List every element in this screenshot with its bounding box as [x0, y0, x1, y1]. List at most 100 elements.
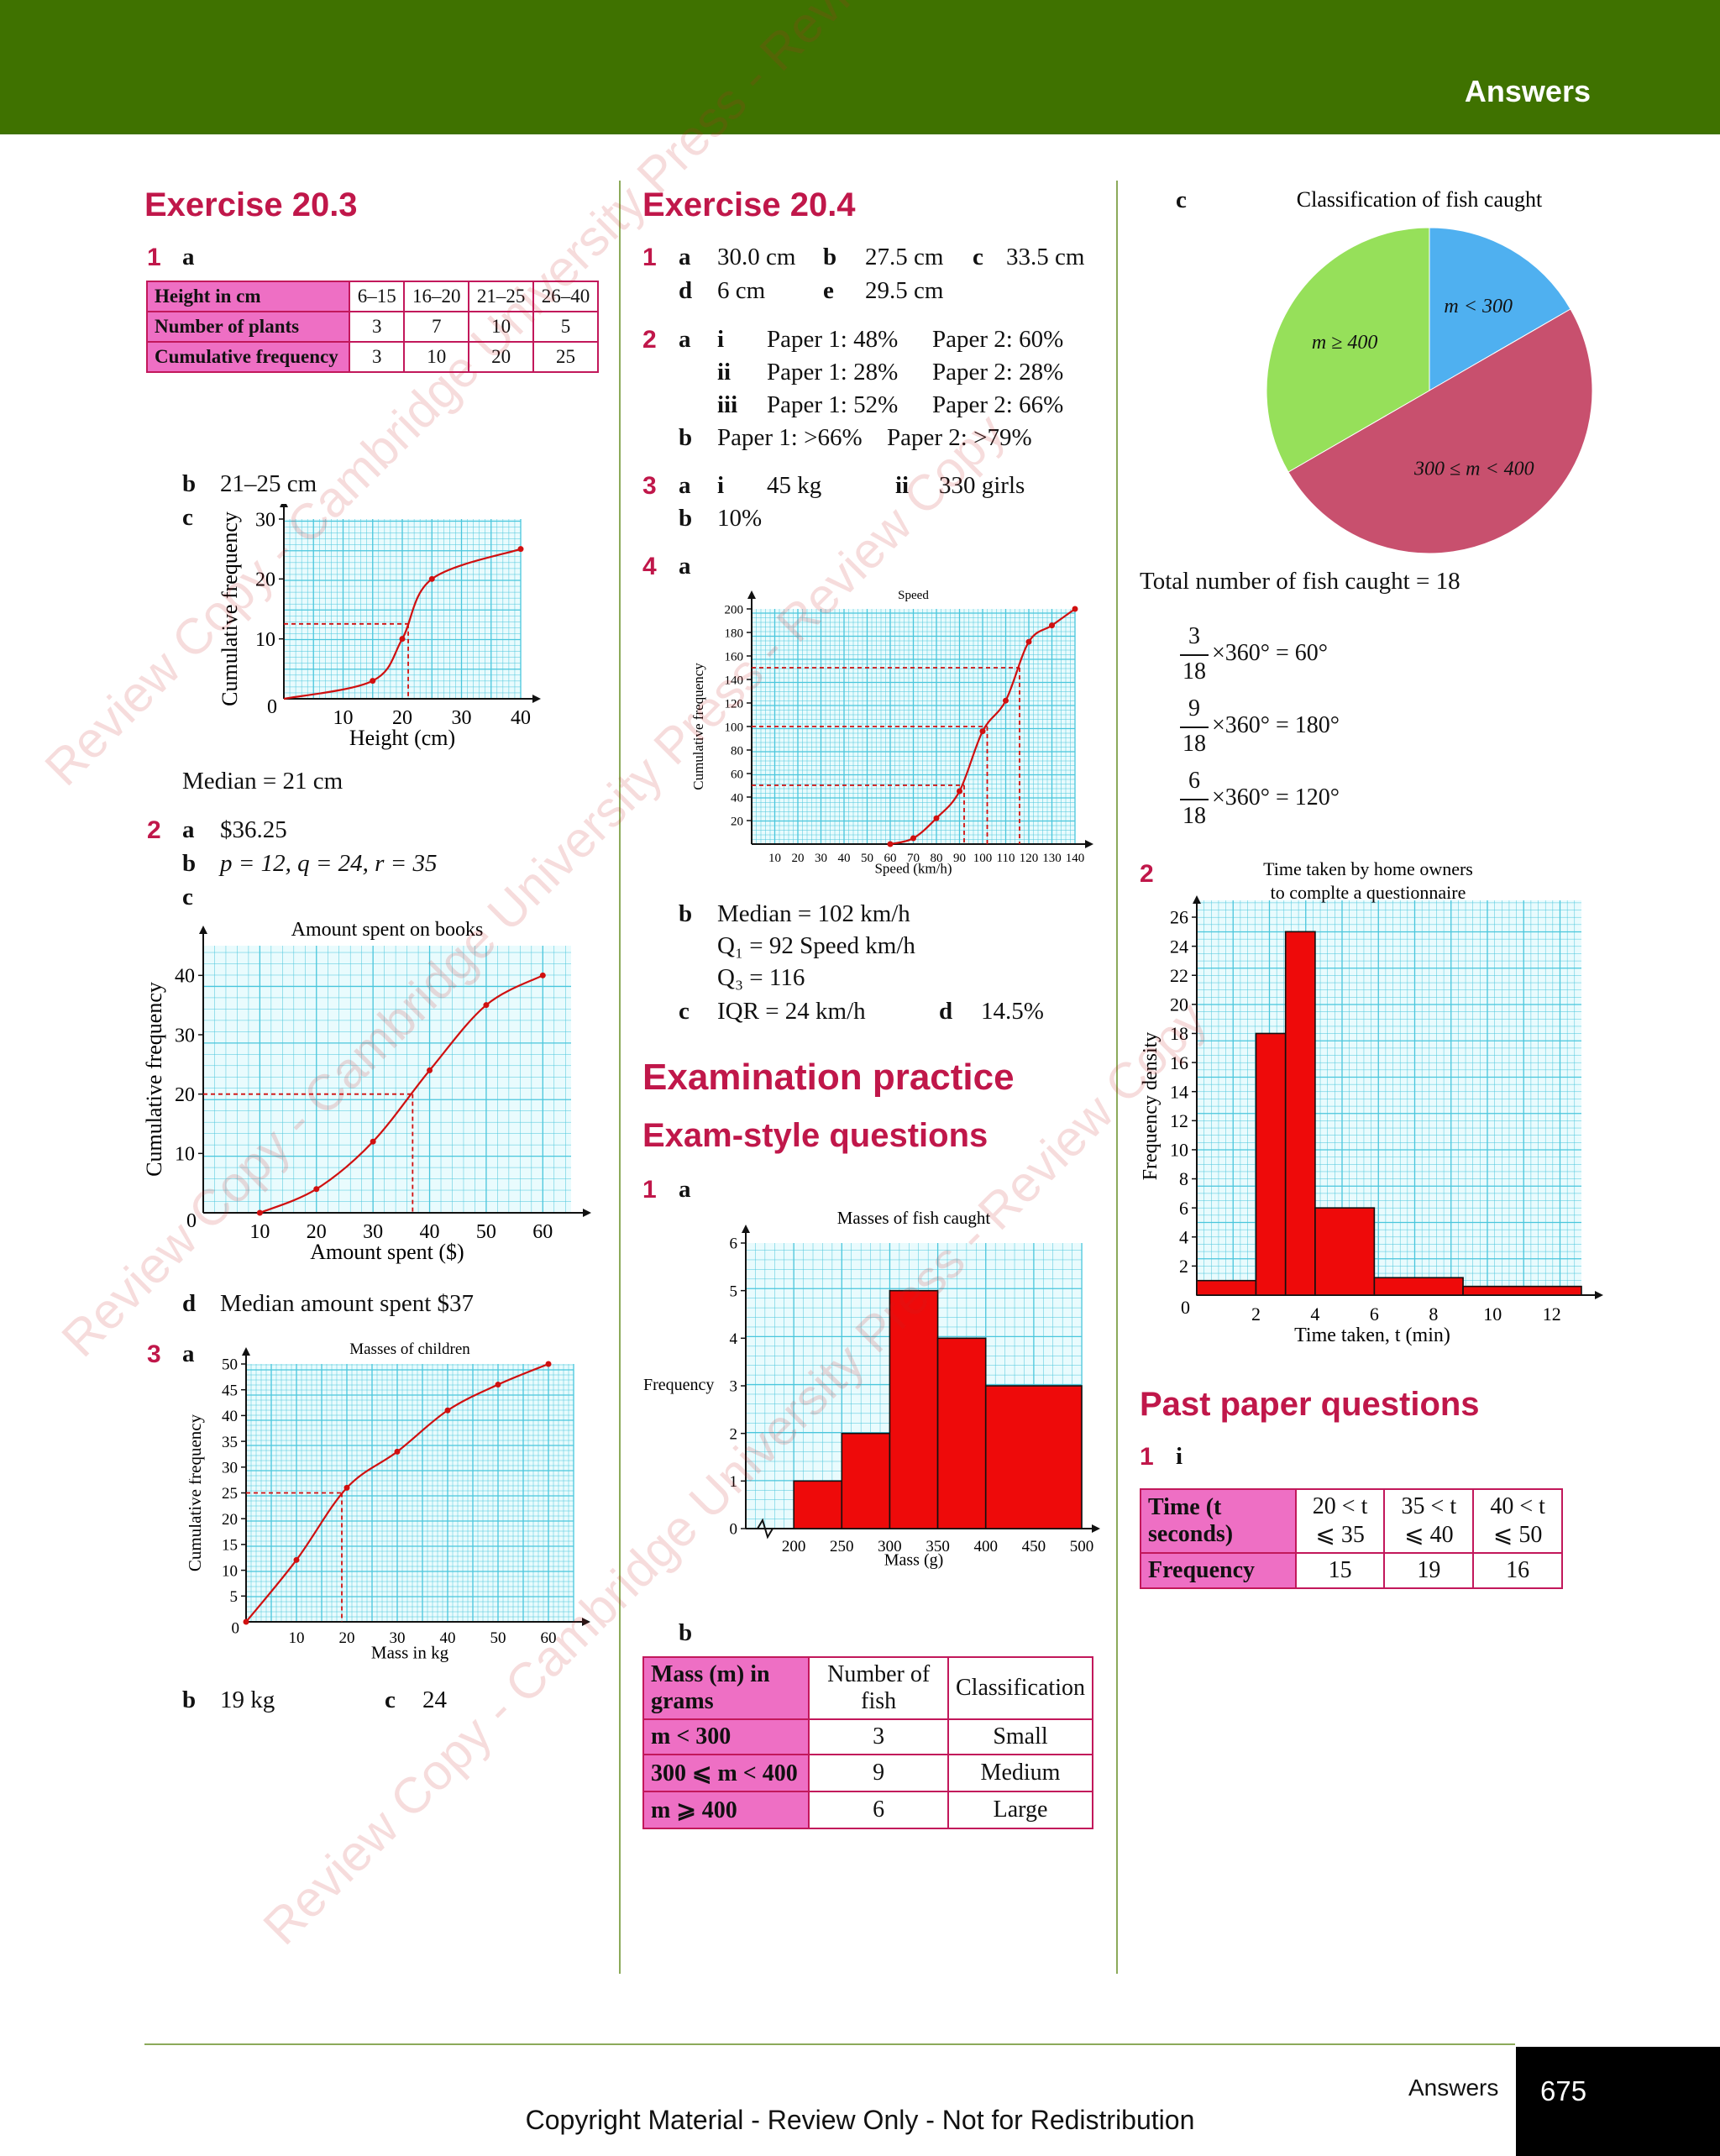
data-point [483, 1002, 490, 1009]
data-point [1049, 622, 1055, 629]
y-tick-label: 25 [222, 1485, 238, 1503]
y-tick-label: 5 [230, 1588, 239, 1606]
answer-text: 27.5 cm [865, 244, 944, 270]
part-label: e [823, 277, 834, 304]
total-fish-text: Total number of fish caught = 18 [1140, 568, 1460, 595]
fish-table-cell: m < 300 [642, 1718, 810, 1755]
answer-text: Q₁ = 92 Speed km/h [717, 932, 915, 959]
y-tick-label: 50 [222, 1356, 238, 1374]
y-tick-label: 100 [725, 721, 744, 734]
x-tick-label: 60 [541, 1629, 557, 1647]
x-tick-label: 50 [490, 1629, 506, 1647]
answer-text: Q₃ = 116 [717, 964, 805, 991]
y-axis-arrow [747, 590, 756, 599]
fish-table-cell: 3 [808, 1718, 949, 1755]
y-tick-label: 40 [731, 791, 743, 805]
part-label: a [679, 472, 691, 499]
histogram-bar [936, 1337, 987, 1529]
part-label: b [182, 470, 197, 497]
page-number: 675 [1540, 2075, 1587, 2106]
part-label: b [823, 244, 837, 270]
answer-text: 45 kg [767, 472, 822, 499]
pie-slice [1287, 308, 1593, 554]
median-answer: Median = 21 cm [182, 768, 343, 795]
x-axis-label: Speed (km/h) [874, 861, 952, 877]
y-tick-label: 10 [255, 629, 275, 651]
x-tick-label: 4 [1310, 1304, 1319, 1325]
answer-text: 33.5 cm [1006, 244, 1085, 270]
question-number: 2 [1140, 860, 1154, 888]
y-axis-arrow [280, 504, 288, 507]
frequency-table-cell: Cumulative frequency [145, 341, 351, 373]
answer-text: Paper 1: 48% [767, 326, 899, 353]
data-point [957, 788, 962, 795]
data-point [444, 1407, 451, 1414]
part-label: a [182, 244, 195, 270]
y-tick-label: 80 [731, 744, 743, 758]
y-tick-label: 6 [1179, 1198, 1188, 1219]
x-tick-label: 10 [333, 707, 354, 729]
histogram-bar [1314, 1207, 1376, 1296]
y-axis-label: Cumulative frequency [693, 663, 706, 790]
frequency-table-cell: 7 [403, 311, 470, 343]
part-label: a [679, 1176, 691, 1203]
histogram-bar [841, 1432, 891, 1529]
data-point [539, 972, 546, 978]
question-number: 2 [147, 816, 161, 844]
histogram-bar [889, 1289, 939, 1529]
y-tick-label: 0 [730, 1521, 738, 1539]
fraction-bar [1180, 727, 1209, 728]
children-mass-cumulative-frequency-chart: Masses of children 10 20 30 40 50 60 5 10 15 20 25 3… [189, 1340, 590, 1663]
subpart-label: iii [717, 391, 738, 418]
fish-table-row: 300 ⩽ m < 400 9 Medium [642, 1754, 1093, 1792]
fish-table-row: m ⩾ 400 6 Large [642, 1791, 1093, 1829]
y-tick-label: 4 [1179, 1226, 1188, 1247]
x-tick-label: 130 [1042, 852, 1062, 865]
part-label: d [182, 1290, 197, 1317]
x-tick-label: 50 [861, 852, 873, 865]
examination-practice-heading: Examination practice [642, 1057, 1015, 1098]
data-point [1003, 697, 1009, 704]
y-tick-label: 160 [725, 650, 744, 664]
x-tick-label: 400 [973, 1538, 998, 1555]
answer-text: Paper 1: 28% [767, 359, 899, 386]
answer-text: Paper 2: 66% [932, 391, 1064, 418]
origin-label: 0 [267, 696, 277, 718]
part-label: c [679, 998, 690, 1025]
footer-label: Answers [1408, 2075, 1499, 2101]
question-number: 3 [642, 472, 657, 500]
data-point [313, 1186, 320, 1193]
subpart-label: i [717, 326, 725, 353]
y-tick-label: 10 [1170, 1140, 1188, 1161]
x-tick-label: 30 [452, 707, 472, 729]
data-point [343, 1484, 350, 1491]
y-axis-label: Cumulative frequency [189, 1414, 205, 1571]
part-label: b [679, 900, 693, 927]
y-tick-label: 200 [725, 603, 744, 616]
answer-text: Paper 2: >79% [887, 424, 1032, 451]
data-point [370, 678, 376, 685]
past-table-cell: 40 < t ⩽ 50 [1472, 1488, 1563, 1554]
y-tick-label: 30 [175, 1025, 195, 1047]
answer-text: Paper 2: 60% [932, 326, 1064, 353]
data-point [428, 575, 435, 582]
x-axis-arrow [1092, 1524, 1100, 1533]
fraction-result: ×360° = 120° [1212, 784, 1340, 810]
x-tick-label: 200 [782, 1538, 806, 1555]
fish-table-cell: 6 [808, 1791, 949, 1829]
x-tick-label: 90 [953, 852, 966, 865]
frequency-table-cell: 5 [532, 311, 599, 343]
y-tick-label: 30 [255, 509, 275, 531]
subpart-label: ii [895, 472, 910, 499]
frequency-table-cell: 3 [349, 311, 406, 343]
part-label: i [1176, 1443, 1183, 1470]
pie-slice-label: m ≥ 400 [1312, 332, 1378, 354]
y-tick-label: 120 [725, 697, 744, 711]
part-label: c [973, 244, 983, 270]
part-label: b [679, 1619, 693, 1646]
data-point [399, 636, 406, 643]
y-tick-label: 140 [725, 674, 744, 687]
y-tick-label: 180 [725, 627, 744, 640]
x-tick-label: 10 [249, 1221, 270, 1243]
